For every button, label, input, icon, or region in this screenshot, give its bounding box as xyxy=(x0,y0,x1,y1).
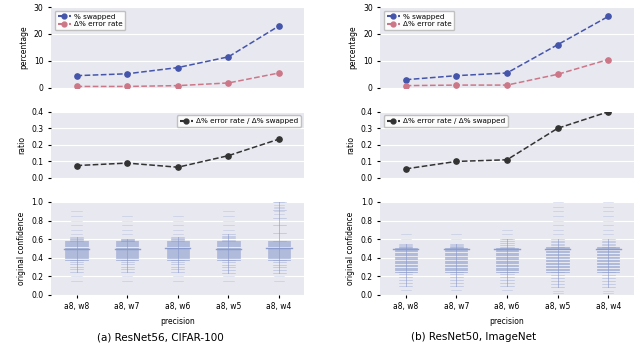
Y-axis label: original confidence: original confidence xyxy=(17,212,26,285)
Text: (b) ResNet50, ImageNet: (b) ResNet50, ImageNet xyxy=(411,332,536,343)
Y-axis label: percentage: percentage xyxy=(19,26,28,69)
Legend: % swapped, Δ% error rate: % swapped, Δ% error rate xyxy=(55,11,125,30)
Legend: Δ% error rate / Δ% swapped: Δ% error rate / Δ% swapped xyxy=(177,115,301,127)
Legend: % swapped, Δ% error rate: % swapped, Δ% error rate xyxy=(384,11,454,30)
X-axis label: precision: precision xyxy=(161,317,195,326)
Y-axis label: ratio: ratio xyxy=(17,136,26,154)
Y-axis label: percentage: percentage xyxy=(348,26,357,69)
X-axis label: precision: precision xyxy=(490,317,524,326)
Text: (a) ResNet56, CIFAR-100: (a) ResNet56, CIFAR-100 xyxy=(97,332,223,343)
Y-axis label: original confidence: original confidence xyxy=(346,212,355,285)
Y-axis label: ratio: ratio xyxy=(346,136,355,154)
Legend: Δ% error rate / Δ% swapped: Δ% error rate / Δ% swapped xyxy=(384,115,508,127)
